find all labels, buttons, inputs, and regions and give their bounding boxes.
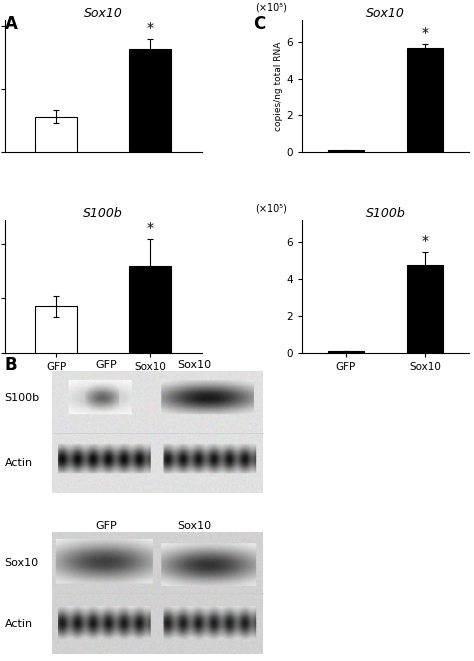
Bar <box>328 151 364 152</box>
Text: Sox10: Sox10 <box>177 360 211 369</box>
Bar <box>328 351 364 352</box>
Text: Actin: Actin <box>5 457 33 467</box>
Text: *: * <box>422 26 429 40</box>
Text: GFP: GFP <box>95 521 117 531</box>
Title: S100b: S100b <box>365 208 405 221</box>
Text: (×10⁵): (×10⁵) <box>255 3 287 13</box>
Bar <box>408 48 443 152</box>
Text: *: * <box>422 234 429 248</box>
Text: C: C <box>254 15 266 32</box>
Bar <box>35 116 77 152</box>
Bar <box>129 266 171 352</box>
Text: (×10⁵): (×10⁵) <box>255 204 287 214</box>
Text: Sox10: Sox10 <box>177 521 211 531</box>
Bar <box>35 307 77 352</box>
Text: A: A <box>5 15 18 32</box>
Text: GFP: GFP <box>95 360 117 369</box>
Y-axis label: copies/ng total RNA: copies/ng total RNA <box>274 41 283 130</box>
Title: Sox10: Sox10 <box>366 7 405 20</box>
Title: S100b: S100b <box>83 208 123 221</box>
Bar <box>129 49 171 152</box>
Text: Sox10: Sox10 <box>5 558 39 568</box>
Text: B: B <box>5 356 18 373</box>
Text: *: * <box>146 20 154 35</box>
Text: Actin: Actin <box>5 619 33 629</box>
Text: S100b: S100b <box>5 393 40 403</box>
Bar <box>408 264 443 352</box>
Text: *: * <box>146 221 154 235</box>
Title: Sox10: Sox10 <box>84 7 123 20</box>
